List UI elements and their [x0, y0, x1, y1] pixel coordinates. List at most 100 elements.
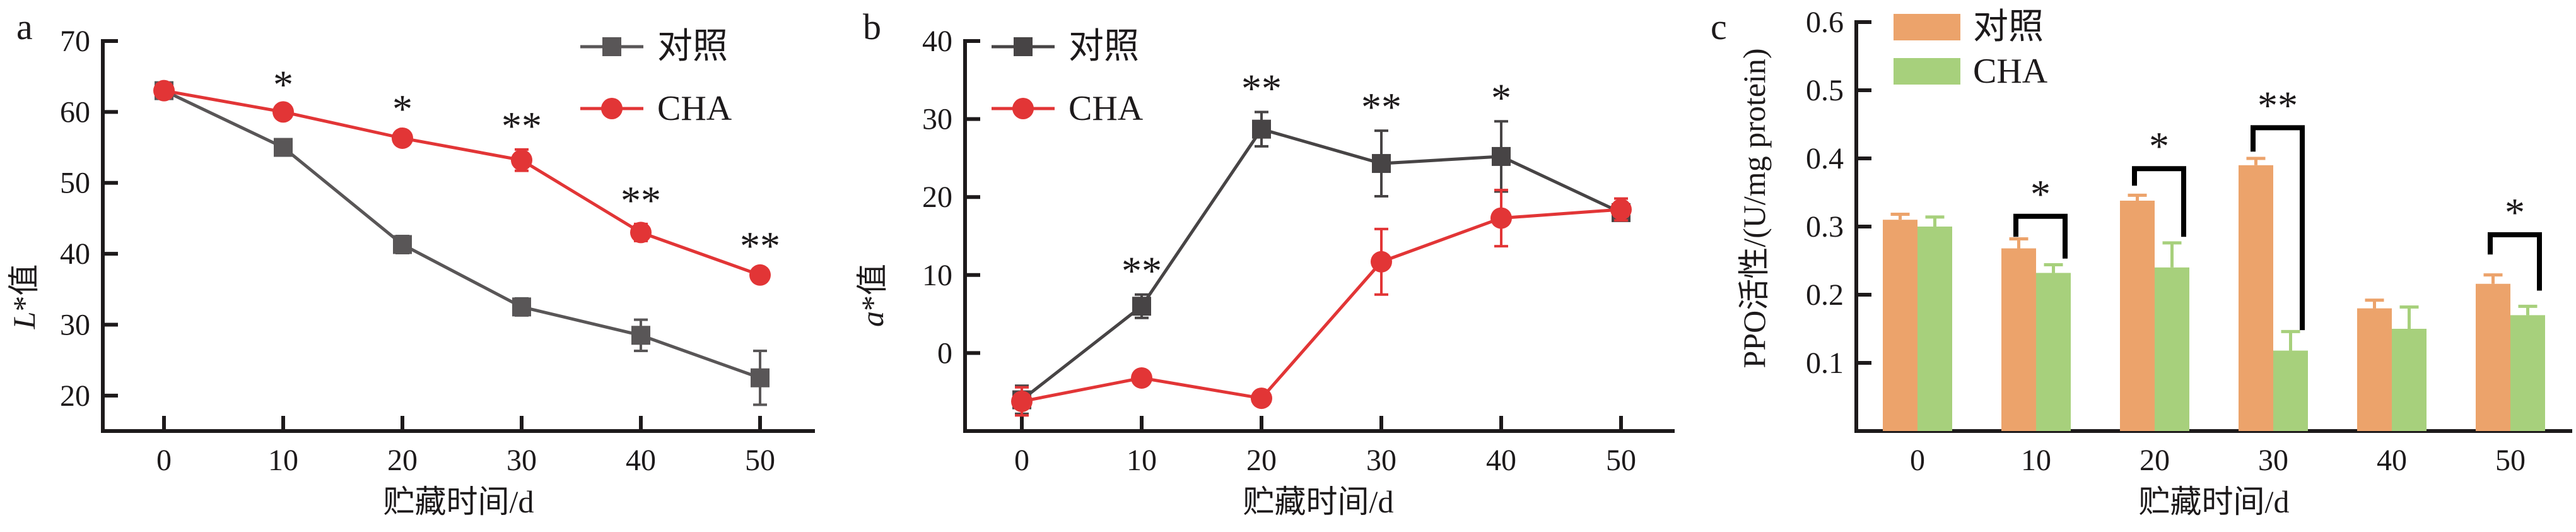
marker-circle: [1011, 391, 1033, 413]
marker-circle: [153, 80, 175, 102]
bar-cha: [2392, 329, 2427, 431]
x-tick-label: 10: [268, 444, 298, 477]
y-tick-label: 40: [60, 237, 90, 271]
y-tick-label: 10: [922, 259, 952, 292]
bar-cha: [1917, 227, 1952, 431]
x-tick-label: 50: [1606, 444, 1636, 477]
y-tick-label: 0.1: [1806, 346, 1844, 380]
marker-square: [1372, 154, 1391, 174]
legend-swatch: [1894, 14, 1960, 40]
marker-circle: [1131, 367, 1152, 389]
y-axis-title: a*值: [855, 264, 890, 327]
x-tick-label: 40: [2377, 444, 2407, 477]
y-tick-label: 20: [60, 379, 90, 413]
x-tick-label: 10: [2021, 444, 2051, 477]
y-tick-label: 60: [60, 95, 90, 129]
marker-square: [1252, 119, 1271, 139]
legend-item-label: CHA: [657, 89, 732, 128]
marker-square: [274, 138, 293, 157]
legend-item-label: 对照: [657, 27, 728, 66]
y-tick-label: 0.2: [1806, 278, 1844, 312]
y-axis-title: L*值: [6, 264, 42, 330]
panel-letter: a: [16, 6, 33, 47]
y-axis-title: PPO活性/(U/mg protein): [1736, 49, 1772, 369]
x-tick-label: 0: [1014, 444, 1029, 477]
x-tick-label: 50: [2495, 444, 2526, 477]
bar-control: [2476, 283, 2510, 431]
sig-bracket: [2013, 213, 2068, 259]
marker-circle: [630, 222, 652, 244]
bar-cha: [2510, 315, 2545, 431]
y-tick-label: 70: [60, 25, 90, 58]
y-tick-label: 0.3: [1806, 210, 1844, 244]
sig-star: **: [2257, 83, 2298, 127]
y-tick-label: 0: [937, 336, 952, 370]
sig-star: **: [1121, 249, 1162, 293]
sig-star: *: [2030, 172, 2051, 216]
y-tick-label: 0.5: [1806, 74, 1844, 107]
series-line-control: [1021, 127, 1622, 401]
legend-marker-circle: [601, 98, 623, 119]
sig-star: **: [1361, 85, 1402, 129]
bar-cha: [2036, 273, 2071, 431]
y-tick-label: 20: [922, 180, 952, 214]
marker-circle: [272, 101, 294, 123]
marker-square: [631, 326, 650, 345]
sig-bracket: [2251, 125, 2305, 331]
panel-letter: b: [863, 6, 881, 47]
marker-circle: [1610, 198, 1632, 220]
x-tick-label: 30: [2258, 444, 2288, 477]
y-tick-label: 30: [922, 103, 952, 136]
y-tick-label: 0.4: [1806, 142, 1844, 175]
x-axis-title: 贮藏时间/d: [1243, 484, 1394, 519]
legend-item-label: CHA: [1068, 89, 1144, 128]
marker-circle: [1490, 207, 1512, 229]
bar-control: [2001, 248, 2036, 431]
bar-cha: [2155, 267, 2189, 431]
sig-star: *: [2505, 190, 2525, 235]
x-tick-label: 0: [1910, 444, 1925, 477]
bar-control: [1883, 220, 1917, 431]
sig-star: *: [392, 86, 413, 131]
sig-star: **: [621, 178, 661, 223]
sig-star: *: [2149, 124, 2169, 168]
sig-star: **: [501, 103, 542, 148]
y-tick-label: 50: [60, 167, 90, 200]
sig-bracket: [2488, 232, 2542, 291]
bar-cha: [2273, 350, 2308, 431]
series-line-control: [163, 89, 761, 380]
bar-control: [2357, 308, 2392, 431]
marker-square: [1132, 297, 1151, 316]
legend-item-label: CHA: [1973, 52, 2048, 91]
legend-marker-circle: [1012, 98, 1034, 119]
x-axis-title: 贮藏时间/d: [2139, 484, 2290, 519]
x-tick-label: 20: [1246, 444, 1277, 477]
series-line-cha: [163, 89, 761, 277]
legend-marker-square: [602, 37, 621, 56]
y-tick-label: 30: [60, 308, 90, 341]
x-tick-label: 30: [1366, 444, 1396, 477]
legend-marker-square: [1014, 37, 1033, 56]
marker-circle: [1371, 251, 1392, 273]
legend-item-label: 对照: [1068, 27, 1139, 66]
bar-control: [2239, 165, 2273, 431]
sig-bracket: [2132, 166, 2186, 237]
x-tick-label: 20: [387, 444, 418, 477]
sig-star: **: [740, 223, 780, 268]
x-axis-title: 贮藏时间/d: [383, 484, 534, 519]
marker-circle: [392, 127, 413, 149]
marker-square: [751, 368, 770, 387]
marker-circle: [1251, 387, 1272, 410]
bar-control: [2120, 200, 2155, 431]
x-tick-label: 10: [1127, 444, 1157, 477]
sig-star: **: [1241, 66, 1282, 110]
marker-square: [393, 235, 412, 254]
marker-circle: [749, 264, 771, 286]
panel-letter: c: [1711, 6, 1727, 47]
legend-item-label: 对照: [1973, 8, 2044, 47]
marker-square: [512, 297, 531, 317]
marker-square: [1492, 146, 1511, 166]
y-tick-label: 0.6: [1806, 6, 1844, 39]
